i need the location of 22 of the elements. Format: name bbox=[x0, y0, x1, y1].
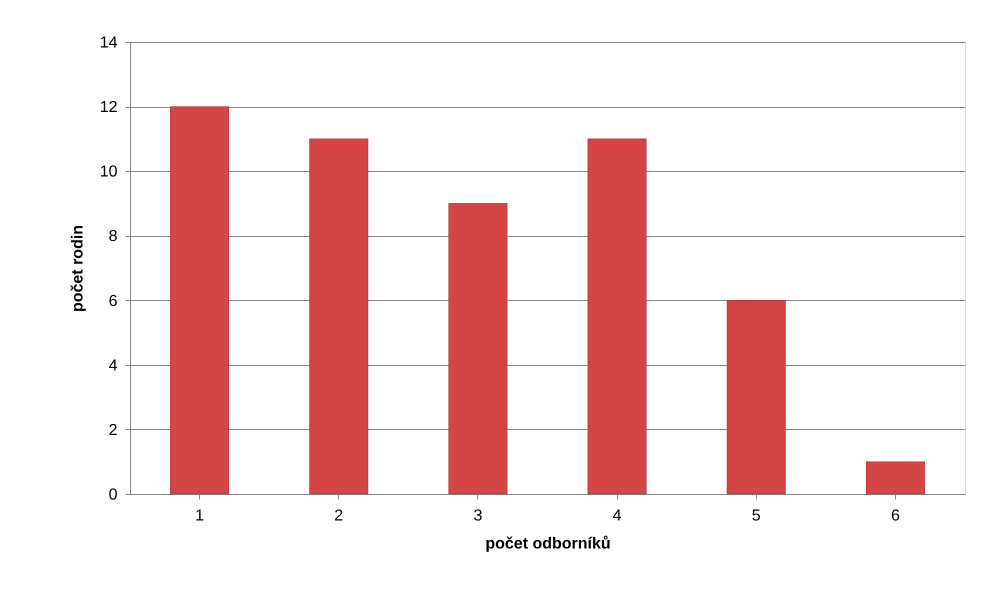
y-tick-label: 4 bbox=[108, 357, 118, 374]
y-tick-label: 0 bbox=[108, 486, 118, 504]
x-tick-label: 5 bbox=[752, 508, 761, 524]
x-tick-label: 3 bbox=[473, 508, 482, 524]
x-tick-label: 1 bbox=[195, 508, 204, 524]
y-tick-label: 10 bbox=[100, 164, 118, 181]
bar bbox=[726, 300, 786, 494]
y-tick-label: 14 bbox=[100, 34, 118, 52]
x-tick-label: 2 bbox=[334, 508, 344, 524]
x-tick-label: 4 bbox=[612, 508, 622, 524]
y-tick-label: 6 bbox=[108, 292, 118, 310]
x-axis-title: počet odborníků bbox=[485, 536, 611, 552]
bar bbox=[170, 106, 230, 494]
bar bbox=[866, 461, 925, 494]
y-tick-label: 8 bbox=[108, 228, 118, 246]
bar bbox=[448, 203, 508, 494]
bar bbox=[309, 138, 368, 494]
y-axis-title: počet rodin bbox=[70, 224, 87, 312]
bar bbox=[588, 138, 647, 494]
x-tick-label: 6 bbox=[890, 508, 900, 524]
y-tick-label: 2 bbox=[108, 422, 118, 439]
y-tick-label: 12 bbox=[100, 99, 118, 116]
